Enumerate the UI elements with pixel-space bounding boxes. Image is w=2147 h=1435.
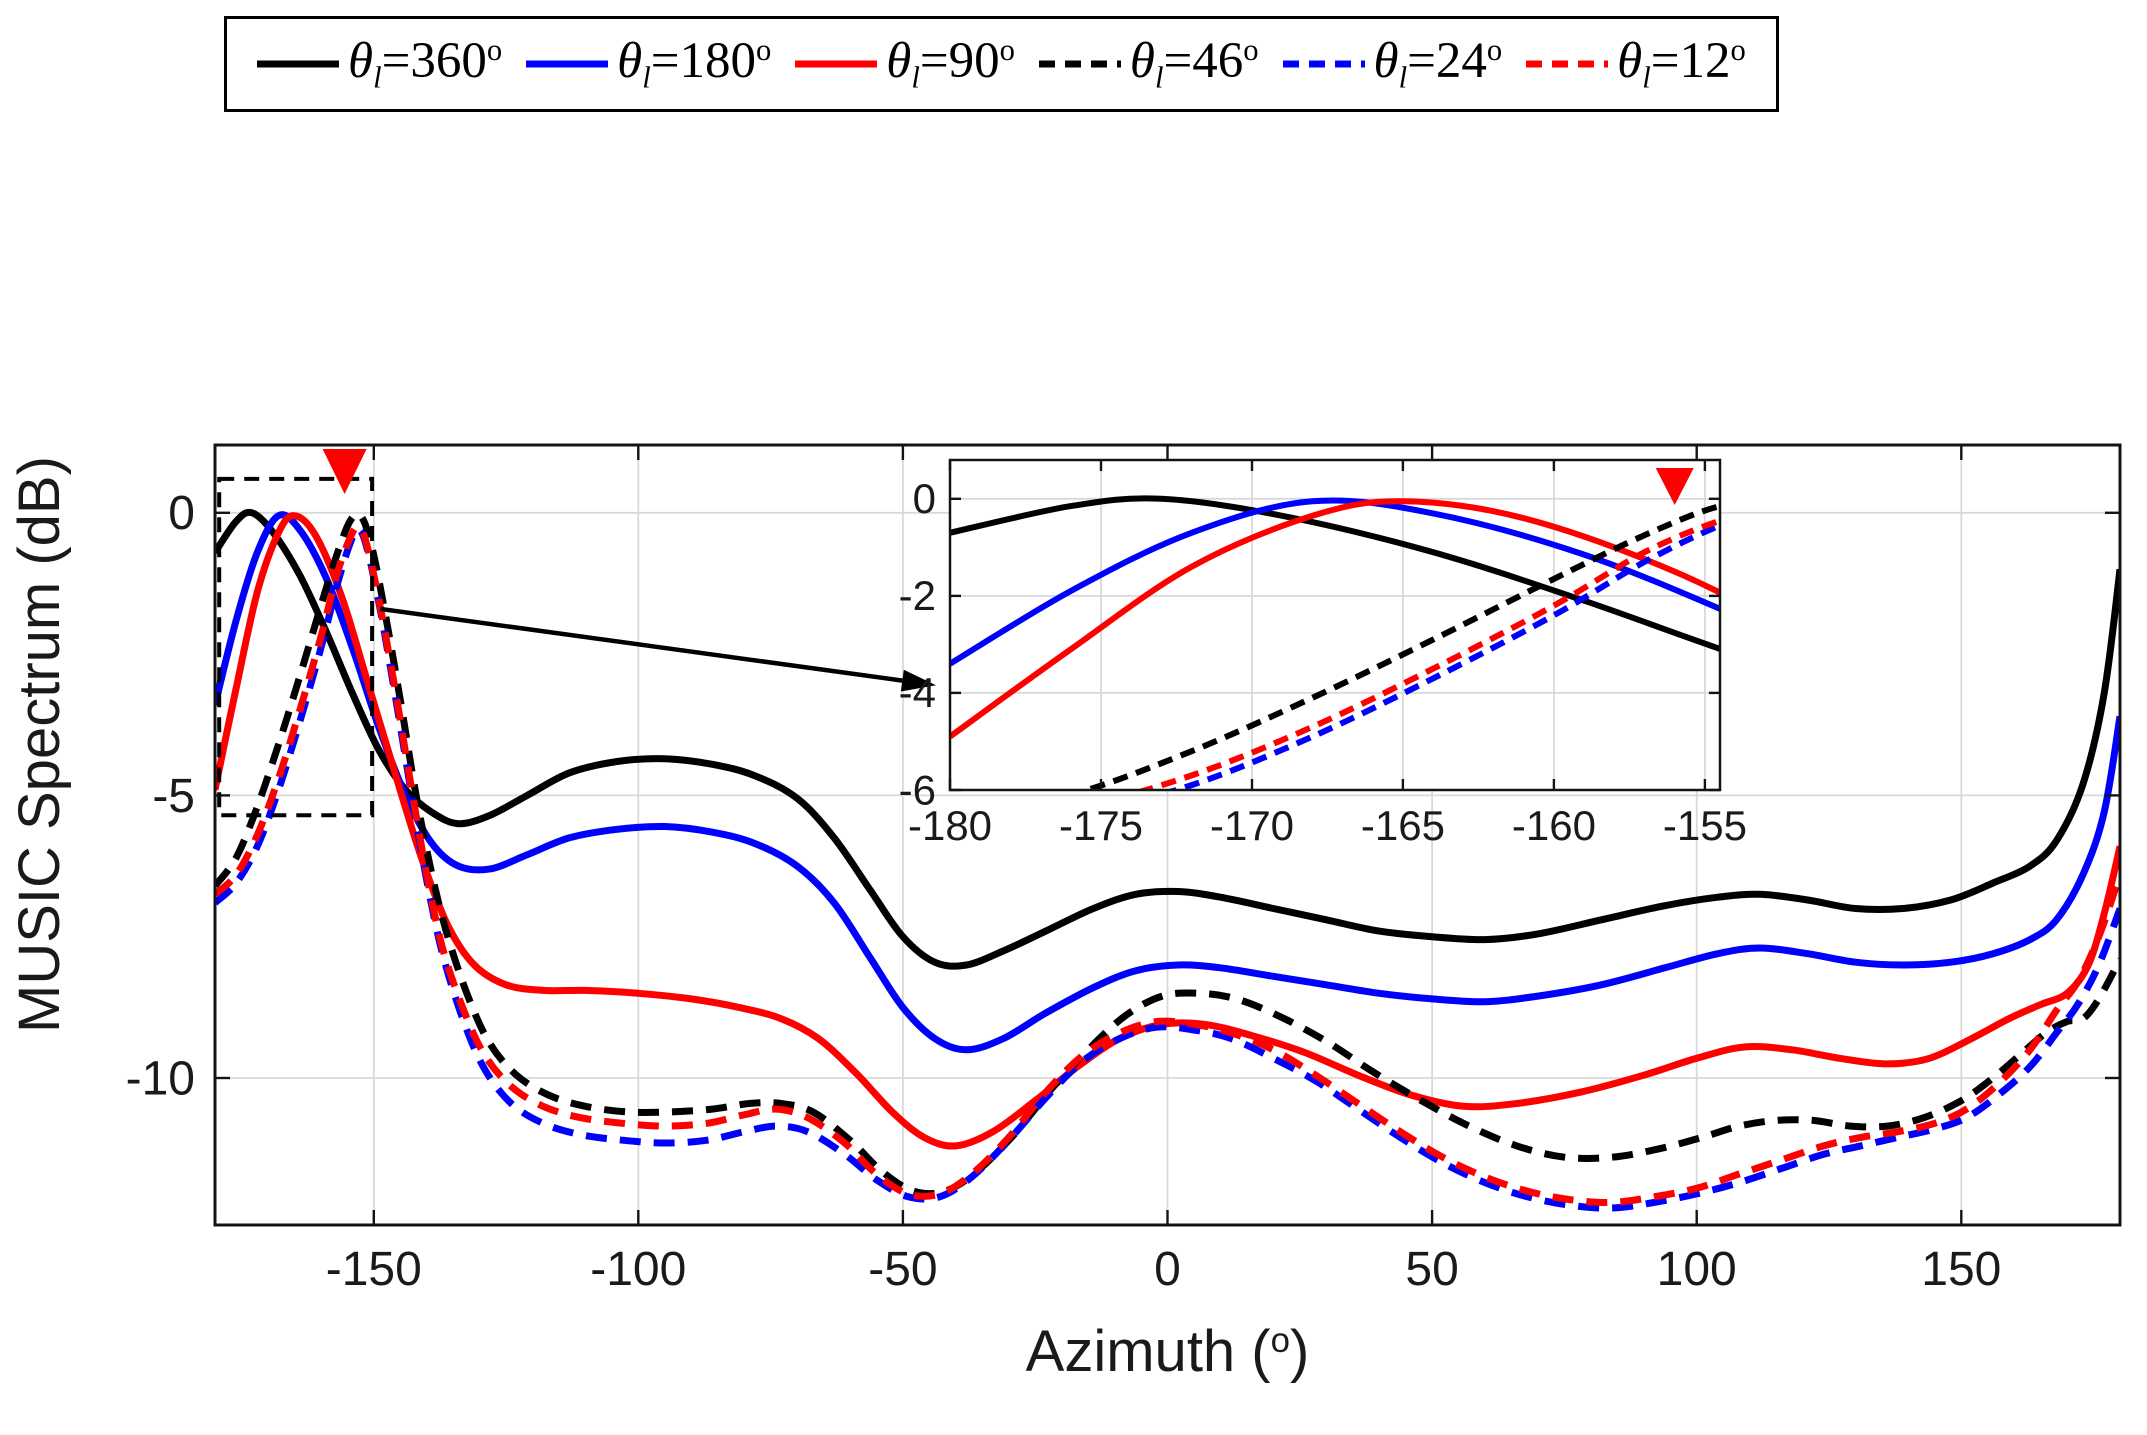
- x-axis-label-close: ): [1289, 1319, 1310, 1384]
- inset-plot-background: [950, 460, 1720, 790]
- theta-symbol: θ: [1373, 32, 1399, 89]
- degree-superscript: o: [1730, 33, 1746, 67]
- main-y-tick-label: 0: [168, 487, 195, 540]
- legend-item-theta-90: θl=90o: [795, 35, 1015, 93]
- theta-symbol: θ: [1129, 32, 1155, 89]
- y-axis-label: MUSIC Spectrum (dB): [7, 456, 72, 1034]
- curve-theta-12-main: [215, 523, 2120, 1206]
- legend-item-theta-360: θl=360o: [257, 35, 502, 93]
- legend-sample-theta-12: [1526, 58, 1609, 70]
- main-x-tick-label: 100: [1657, 1243, 1737, 1296]
- degree-superscript: o: [1270, 1320, 1290, 1360]
- source-marker-main: [322, 449, 367, 494]
- degree-superscript: o: [999, 33, 1015, 67]
- main-frame-group: -150 -100 -50 0 50 100 150 0 -5 -10: [126, 443, 2122, 1296]
- legend-sample-theta-180: [526, 58, 609, 70]
- legend-item-theta-180: θl=180o: [526, 35, 771, 93]
- legend-item-theta-46: θl=46o: [1038, 35, 1259, 93]
- degree-superscript: o: [486, 33, 503, 67]
- inset-y-tick-label: 0: [913, 475, 936, 522]
- degree-superscript: o: [755, 33, 772, 67]
- main-x-tick-label: -150: [326, 1243, 422, 1296]
- zoom-region-rect: [217, 476, 375, 818]
- main-x-tick-label: 0: [1154, 1243, 1181, 1296]
- legend-item-theta-12: θl=12o: [1526, 35, 1746, 93]
- main-x-tick-label: -50: [868, 1243, 937, 1296]
- inset-x-tick-label: -160: [1512, 802, 1596, 849]
- inset-x-tick-label: -175: [1059, 802, 1143, 849]
- legend-sample-theta-24: [1282, 58, 1365, 70]
- zoom-arrow-head: [900, 669, 936, 692]
- theta-subscript: l: [1398, 60, 1408, 95]
- inset-plot: [949, 460, 1720, 791]
- x-axis-label: Azimuth (o): [215, 1318, 2120, 1385]
- main-x-tick-label: 150: [1921, 1243, 2001, 1296]
- legend-sample-theta-360: [257, 58, 339, 70]
- main-x-tick-label: 50: [1405, 1243, 1458, 1296]
- inset-y-tick-label: -4: [899, 669, 936, 716]
- theta-subscript: l: [642, 60, 651, 95]
- theta-value: =180: [650, 32, 756, 89]
- theta-value: =360: [381, 32, 487, 89]
- legend: θl=360o θl=180o θl=90o θl=46o θl=24o θl=…: [224, 16, 1779, 113]
- zoom-arrow-line: [379, 606, 903, 683]
- curve-theta-360-main: [215, 508, 2120, 970]
- legend-item-theta-24: θl=24o: [1282, 35, 1503, 93]
- theta-symbol: θ: [1617, 32, 1643, 89]
- x-axis-label-text: Azimuth (: [1025, 1319, 1271, 1384]
- legend-label-theta-12: θl=12o: [1617, 35, 1746, 93]
- legend-label-theta-24: θl=24o: [1374, 35, 1503, 93]
- inset-x-tick-label: -165: [1361, 802, 1445, 849]
- theta-symbol: θ: [617, 32, 643, 89]
- legend-sample-theta-46: [1038, 58, 1121, 70]
- theta-value: =90: [919, 32, 1000, 89]
- inset-y-tick-label: -6: [899, 766, 936, 813]
- legend-label-theta-90: θl=90o: [886, 35, 1015, 93]
- inset-frame: [948, 458, 1722, 792]
- main-y-tick-label: -5: [152, 770, 195, 823]
- theta-subscript: l: [1642, 60, 1651, 95]
- legend-label-theta-360: θl=360o: [348, 35, 502, 93]
- legend-label-theta-180: θl=180o: [617, 35, 771, 93]
- degree-superscript: o: [1486, 33, 1503, 67]
- inset-y-tick-label: -2: [899, 572, 936, 619]
- theta-value: =12: [1650, 32, 1731, 89]
- degree-superscript: o: [1243, 33, 1259, 67]
- source-marker-inset: [1655, 468, 1694, 505]
- legend-label-theta-46: θl=46o: [1130, 35, 1259, 93]
- theta-symbol: θ: [886, 32, 912, 89]
- main-x-tick-label: -100: [590, 1243, 686, 1296]
- legend-sample-theta-90: [795, 58, 878, 70]
- theta-value: =46: [1163, 32, 1244, 89]
- inset-x-tick-label: -170: [1210, 802, 1294, 849]
- curves-main: [215, 508, 2120, 1212]
- inset-x-tick-label: -155: [1663, 802, 1747, 849]
- theta-subscript: l: [1154, 60, 1164, 95]
- inset-x-tick-label: -180: [908, 802, 992, 849]
- theta-subscript: l: [373, 60, 382, 95]
- theta-value: =24: [1407, 32, 1487, 89]
- inset-frame-group: -180 -175 -170 -165 -160 -155 0 -2 -4 -6: [899, 458, 1747, 849]
- curve-theta-90-main: [215, 512, 2120, 1150]
- main-y-tick-label: -10: [126, 1052, 195, 1105]
- theta-subscript: l: [911, 60, 920, 95]
- theta-symbol: θ: [348, 32, 374, 89]
